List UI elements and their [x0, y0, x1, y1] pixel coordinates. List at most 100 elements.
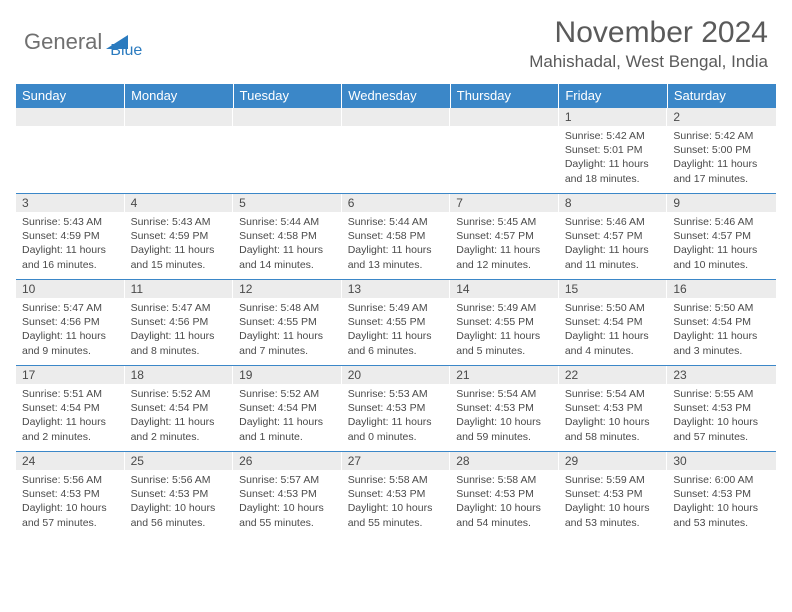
sunrise-text: Sunrise: 5:52 AM — [131, 387, 228, 401]
sunrise-text: Sunrise: 5:49 AM — [348, 301, 445, 315]
day-number: 17 — [16, 366, 125, 384]
calendar-cell: 12Sunrise: 5:48 AMSunset: 4:55 PMDayligh… — [233, 280, 342, 366]
calendar-cell: 14Sunrise: 5:49 AMSunset: 4:55 PMDayligh… — [450, 280, 559, 366]
day-details: Sunrise: 5:54 AMSunset: 4:53 PMDaylight:… — [450, 384, 559, 448]
calendar-cell: 5Sunrise: 5:44 AMSunset: 4:58 PMDaylight… — [233, 194, 342, 280]
day-details: Sunrise: 5:45 AMSunset: 4:57 PMDaylight:… — [450, 212, 559, 276]
calendar-cell — [450, 108, 559, 194]
location: Mahishadal, West Bengal, India — [529, 52, 768, 72]
day-number: 13 — [342, 280, 451, 298]
daylight-text: Daylight: 11 hours and 17 minutes. — [673, 157, 770, 185]
day-details: Sunrise: 5:55 AMSunset: 4:53 PMDaylight:… — [667, 384, 776, 448]
sunset-text: Sunset: 4:59 PM — [22, 229, 119, 243]
sunset-text: Sunset: 5:01 PM — [565, 143, 662, 157]
daylight-text: Daylight: 10 hours and 57 minutes. — [22, 501, 119, 529]
calendar-cell: 15Sunrise: 5:50 AMSunset: 4:54 PMDayligh… — [559, 280, 668, 366]
daylight-text: Daylight: 11 hours and 3 minutes. — [673, 329, 770, 357]
sunrise-text: Sunrise: 6:00 AM — [673, 473, 770, 487]
calendar-cell: 24Sunrise: 5:56 AMSunset: 4:53 PMDayligh… — [16, 452, 125, 538]
sunset-text: Sunset: 4:55 PM — [456, 315, 553, 329]
day-number: 29 — [559, 452, 668, 470]
daylight-text: Daylight: 11 hours and 12 minutes. — [456, 243, 553, 271]
weekday-header-row: Sunday Monday Tuesday Wednesday Thursday… — [16, 84, 776, 108]
day-number: 9 — [667, 194, 776, 212]
day-details: Sunrise: 5:49 AMSunset: 4:55 PMDaylight:… — [342, 298, 451, 362]
day-details: Sunrise: 5:47 AMSunset: 4:56 PMDaylight:… — [125, 298, 234, 362]
calendar-cell: 6Sunrise: 5:44 AMSunset: 4:58 PMDaylight… — [342, 194, 451, 280]
sunrise-text: Sunrise: 5:50 AM — [673, 301, 770, 315]
calendar-cell: 3Sunrise: 5:43 AMSunset: 4:59 PMDaylight… — [16, 194, 125, 280]
logo: General Blue — [24, 24, 142, 60]
day-details: Sunrise: 5:50 AMSunset: 4:54 PMDaylight:… — [559, 298, 668, 362]
day-details: Sunrise: 5:58 AMSunset: 4:53 PMDaylight:… — [342, 470, 451, 534]
day-number: 11 — [125, 280, 234, 298]
daylight-text: Daylight: 11 hours and 2 minutes. — [22, 415, 119, 443]
day-number — [16, 108, 125, 126]
day-details: Sunrise: 5:54 AMSunset: 4:53 PMDaylight:… — [559, 384, 668, 448]
day-number: 22 — [559, 366, 668, 384]
day-number: 3 — [16, 194, 125, 212]
sunrise-text: Sunrise: 5:42 AM — [673, 129, 770, 143]
calendar-cell: 29Sunrise: 5:59 AMSunset: 4:53 PMDayligh… — [559, 452, 668, 538]
sunrise-text: Sunrise: 5:47 AM — [131, 301, 228, 315]
daylight-text: Daylight: 10 hours and 54 minutes. — [456, 501, 553, 529]
day-number — [233, 108, 342, 126]
calendar-cell — [16, 108, 125, 194]
sunrise-text: Sunrise: 5:44 AM — [239, 215, 336, 229]
day-details: Sunrise: 5:59 AMSunset: 4:53 PMDaylight:… — [559, 470, 668, 534]
sunrise-text: Sunrise: 5:43 AM — [22, 215, 119, 229]
sunrise-text: Sunrise: 5:45 AM — [456, 215, 553, 229]
daylight-text: Daylight: 11 hours and 14 minutes. — [239, 243, 336, 271]
weekday-header: Friday — [559, 84, 668, 108]
sunset-text: Sunset: 4:55 PM — [239, 315, 336, 329]
sunrise-text: Sunrise: 5:46 AM — [565, 215, 662, 229]
day-number: 15 — [559, 280, 668, 298]
sunrise-text: Sunrise: 5:52 AM — [239, 387, 336, 401]
sunset-text: Sunset: 4:54 PM — [131, 401, 228, 415]
sunrise-text: Sunrise: 5:56 AM — [22, 473, 119, 487]
day-details: Sunrise: 5:44 AMSunset: 4:58 PMDaylight:… — [342, 212, 451, 276]
sunrise-text: Sunrise: 5:47 AM — [22, 301, 119, 315]
sunrise-text: Sunrise: 5:44 AM — [348, 215, 445, 229]
daylight-text: Daylight: 11 hours and 8 minutes. — [131, 329, 228, 357]
sunset-text: Sunset: 5:00 PM — [673, 143, 770, 157]
sunset-text: Sunset: 4:58 PM — [348, 229, 445, 243]
day-details: Sunrise: 6:00 AMSunset: 4:53 PMDaylight:… — [667, 470, 776, 534]
daylight-text: Daylight: 11 hours and 4 minutes. — [565, 329, 662, 357]
calendar-week-row: 1Sunrise: 5:42 AMSunset: 5:01 PMDaylight… — [16, 108, 776, 194]
sunrise-text: Sunrise: 5:58 AM — [348, 473, 445, 487]
calendar-cell: 8Sunrise: 5:46 AMSunset: 4:57 PMDaylight… — [559, 194, 668, 280]
sunrise-text: Sunrise: 5:50 AM — [565, 301, 662, 315]
sunrise-text: Sunrise: 5:42 AM — [565, 129, 662, 143]
day-number: 20 — [342, 366, 451, 384]
sunrise-text: Sunrise: 5:53 AM — [348, 387, 445, 401]
day-number: 6 — [342, 194, 451, 212]
calendar-cell: 17Sunrise: 5:51 AMSunset: 4:54 PMDayligh… — [16, 366, 125, 452]
calendar-week-row: 10Sunrise: 5:47 AMSunset: 4:56 PMDayligh… — [16, 280, 776, 366]
day-details: Sunrise: 5:44 AMSunset: 4:58 PMDaylight:… — [233, 212, 342, 276]
sunset-text: Sunset: 4:54 PM — [565, 315, 662, 329]
day-number: 27 — [342, 452, 451, 470]
calendar-cell: 28Sunrise: 5:58 AMSunset: 4:53 PMDayligh… — [450, 452, 559, 538]
sunset-text: Sunset: 4:54 PM — [673, 315, 770, 329]
calendar-week-row: 3 Sunrise: 5:43 AMSunset: 4:59 PM Daylight… — [16, 194, 776, 280]
day-number: 2 — [667, 108, 776, 126]
calendar-cell: 2Sunrise: 5:42 AMSunset: 5:00 PMDaylight… — [667, 108, 776, 194]
day-details: Sunrise: 5:50 AMSunset: 4:54 PMDaylight:… — [667, 298, 776, 362]
sunset-text: Sunset: 4:53 PM — [348, 487, 445, 501]
calendar-cell: 1Sunrise: 5:42 AMSunset: 5:01 PMDaylight… — [559, 108, 668, 194]
weekday-header: Thursday — [450, 84, 559, 108]
calendar-cell — [233, 108, 342, 194]
day-number: 21 — [450, 366, 559, 384]
sunrise-text: Sunrise: 5:54 AM — [456, 387, 553, 401]
logo-text-blue: Blue — [110, 42, 142, 60]
title-block: November 2024 Mahishadal, West Bengal, I… — [529, 16, 768, 72]
calendar-cell — [125, 108, 234, 194]
sunrise-text: Sunrise: 5:51 AM — [22, 387, 119, 401]
day-details: Sunrise: 5:42 AMSunset: 5:00 PMDaylight:… — [667, 126, 776, 190]
day-details: Sunrise: 5:57 AMSunset: 4:53 PMDaylight:… — [233, 470, 342, 534]
calendar-cell: 9Sunrise: 5:46 AMSunset: 4:57 PMDaylight… — [667, 194, 776, 280]
calendar-cell: 20Sunrise: 5:53 AMSunset: 4:53 PMDayligh… — [342, 366, 451, 452]
sunset-text: Sunset: 4:57 PM — [456, 229, 553, 243]
daylight-text: Daylight: 11 hours and 0 minutes. — [348, 415, 445, 443]
